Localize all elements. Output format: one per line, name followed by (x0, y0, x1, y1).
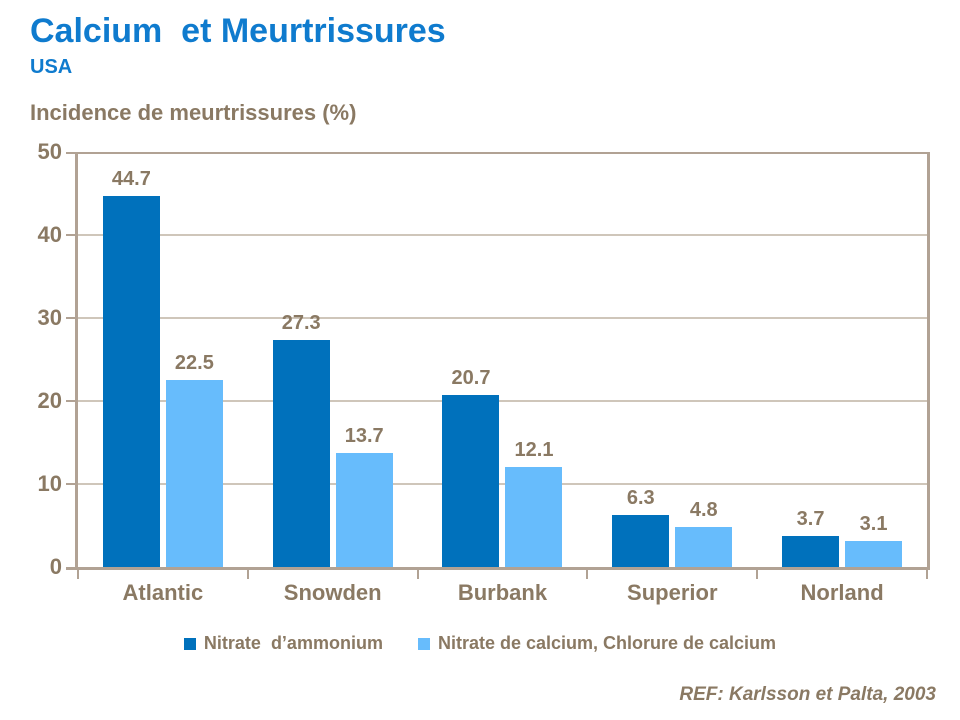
x-axis-tick (246, 570, 249, 579)
legend-label: Nitrate d’ammonium (203, 633, 383, 653)
plot-area: 44.7 22.5 27.3 13.7 20.7 12.1 6.3 4.8 3.7 3.1 (78, 152, 927, 567)
bar-value-label: 13.7 (344, 425, 384, 448)
legend-label: Nitrate de calcium, Chlorure de calcium (437, 633, 777, 653)
chart-title: Incidence de meurtrissures (%) (30, 100, 357, 125)
bar-column: 44.7 (102, 168, 160, 567)
bar-value-label: 22.5 (174, 352, 214, 375)
bar-value-label: 20.7 (451, 367, 491, 390)
category-bars: 20.7 12.1 (418, 152, 588, 567)
y-axis-label: 40 (37, 222, 62, 247)
y-axis-tick (66, 317, 78, 319)
x-axis-tick (586, 570, 589, 579)
bar-series-1 (612, 514, 670, 567)
y-axis-tick (66, 152, 78, 154)
y-axis-tick (66, 234, 78, 236)
y-axis-line (75, 152, 78, 570)
gridline (78, 400, 927, 402)
x-axis-tick (416, 570, 419, 579)
x-axis-line (66, 567, 930, 570)
reference-text: REF: Karlsson et Palta, 2003 (679, 684, 936, 705)
category-bars: 6.3 4.8 (587, 152, 757, 567)
slide-subtitle: USA (30, 56, 73, 78)
bar-column: 6.3 (612, 486, 670, 567)
x-axis-tick (77, 570, 79, 579)
bar-series-1 (442, 395, 500, 567)
legend: Nitrate d’ammonium Nitrate de calcium, Ch… (0, 633, 960, 654)
bar-column: 22.5 (165, 352, 223, 567)
category-label: Atlantic (122, 580, 204, 605)
category-label: Burbank (457, 580, 548, 605)
bar-column: 27.3 (272, 312, 330, 567)
bar-series-1 (272, 340, 330, 567)
y-axis-label: 0 (49, 554, 62, 579)
x-axis-tick (756, 570, 759, 579)
y-axis-label: 30 (37, 305, 62, 330)
bar-column: 4.8 (675, 499, 733, 567)
gridline (78, 483, 927, 485)
bar-series-2 (165, 380, 223, 567)
bar-column: 12.1 (505, 438, 563, 567)
bar-value-label: 12.1 (514, 438, 554, 461)
y-axis-label: 10 (37, 471, 62, 496)
legend-item-series-1: Nitrate d’ammonium (183, 633, 383, 654)
bar-column: 20.7 (442, 367, 500, 567)
gridline (78, 234, 927, 236)
x-axis-tick (926, 570, 928, 579)
category-bars: 27.3 13.7 (248, 152, 418, 567)
category-bars: 3.7 3.1 (757, 152, 927, 567)
bar-series-2 (675, 527, 733, 567)
bar-value-label: 44.7 (111, 168, 151, 190)
y-axis-tick (66, 400, 78, 402)
bar-column: 13.7 (335, 425, 393, 567)
slide-title: Calcium et Meurtrissures (30, 12, 446, 50)
legend-swatch-icon (417, 637, 430, 650)
bar-value-label: 4.8 (689, 499, 718, 522)
bar-value-label: 3.1 (859, 513, 888, 536)
category-label: Superior (627, 580, 718, 605)
bar-value-label: 3.7 (796, 508, 825, 531)
chart-region: 44.7 22.5 27.3 13.7 20.7 12.1 6.3 4.8 3.7 3.1 0 10… (0, 139, 960, 605)
legend-item-series-2: Nitrate de calcium, Chlorure de calcium (417, 633, 777, 654)
plot-right-border (927, 152, 930, 570)
bar-series-2 (845, 541, 903, 567)
bar-series-1 (782, 536, 840, 567)
bar-series-2 (335, 453, 393, 567)
gridline (78, 317, 927, 319)
bar-column: 3.7 (782, 508, 840, 567)
bar-series-2 (505, 466, 563, 567)
y-axis-label: 50 (37, 139, 62, 164)
plot-top-border (78, 152, 930, 154)
bar-value-label: 6.3 (626, 486, 655, 509)
legend-swatch-icon (183, 637, 196, 650)
y-axis-tick (66, 483, 78, 485)
category-label: Norland (800, 580, 884, 605)
bar-value-label: 27.3 (281, 312, 321, 335)
bar-series-1 (102, 196, 160, 567)
bar-column: 3.1 (845, 513, 903, 567)
y-axis-label: 20 (37, 388, 62, 413)
category-label: Snowden (283, 580, 382, 605)
category-bars: 44.7 22.5 (78, 152, 248, 567)
